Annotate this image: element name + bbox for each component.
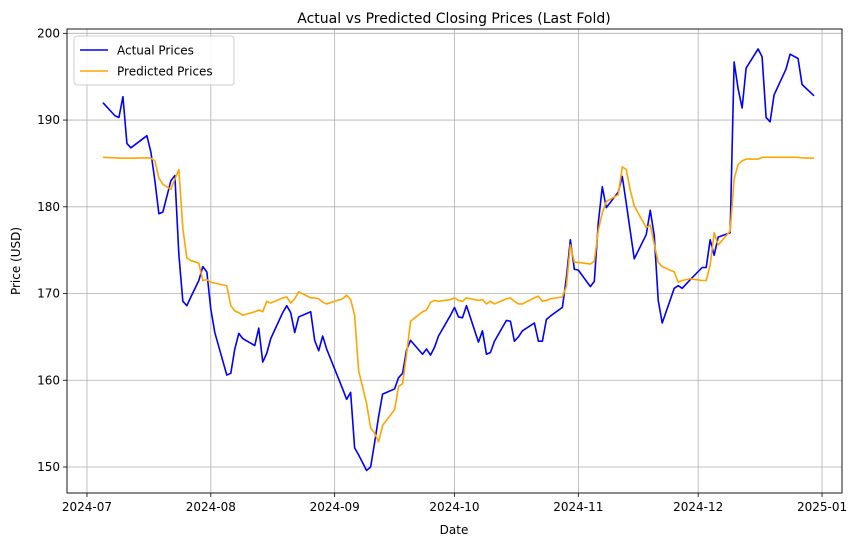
x-tick-label: 2024-11 bbox=[553, 500, 603, 514]
x-tick-label: 2025-01 bbox=[797, 500, 847, 514]
series-lines bbox=[102, 48, 815, 472]
x-tick-label: 2024-10 bbox=[429, 500, 479, 514]
y-tick-label: 180 bbox=[37, 200, 60, 214]
legend: Actual Prices Predicted Prices bbox=[73, 35, 235, 86]
legend-label-actual: Actual Prices bbox=[117, 44, 194, 58]
x-tick-label: 2024-09 bbox=[310, 500, 360, 514]
axis-ticks: 2024-07 2024-08 2024-09 2024-10 2024-11 2024-… bbox=[37, 26, 847, 514]
actual-prices-line bbox=[102, 48, 815, 472]
chart-title: Actual vs Predicted Closing Prices (Last… bbox=[297, 11, 610, 27]
x-axis-title: Date bbox=[440, 523, 469, 537]
y-tick-label: 190 bbox=[37, 113, 60, 127]
predicted-prices-line bbox=[102, 156, 815, 443]
grid bbox=[67, 29, 842, 493]
x-tick-label: 2024-07 bbox=[62, 500, 112, 514]
y-tick-label: 150 bbox=[37, 460, 60, 474]
y-tick-label: 200 bbox=[37, 26, 60, 40]
y-tick-label: 170 bbox=[37, 287, 60, 301]
x-tick-label: 2024-08 bbox=[186, 500, 236, 514]
y-tick-label: 160 bbox=[37, 373, 60, 387]
x-tick-label: 2024-12 bbox=[673, 500, 723, 514]
y-axis-title: Price (USD) bbox=[9, 227, 23, 295]
legend-label-predicted: Predicted Prices bbox=[117, 65, 213, 79]
legend-box bbox=[73, 35, 235, 86]
